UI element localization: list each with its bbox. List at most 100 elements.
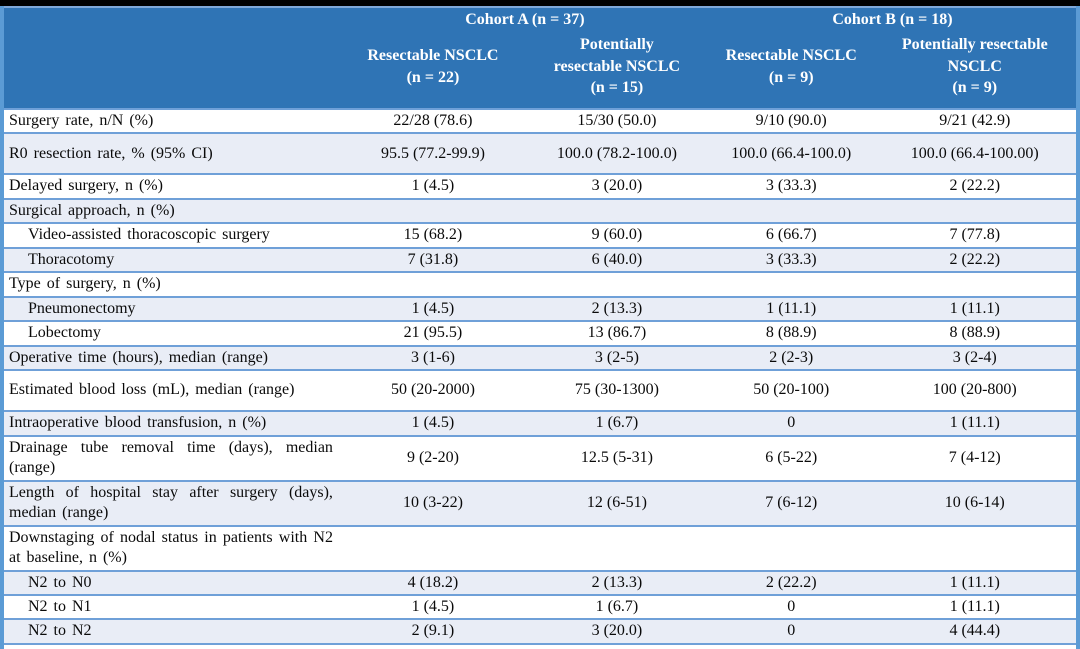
row-label: Surgery rate, n/N (%) <box>2 107 341 134</box>
column-header-resectable-a: Resectable NSCLC (n = 22) <box>340 33 525 109</box>
cohort-header-row: Cohort A (n = 37) Cohort B (n = 18) <box>2 7 1078 109</box>
value-cell: 0 <box>708 618 874 644</box>
value-cell: 3 (2-4) <box>873 344 1078 371</box>
value-cell <box>708 197 874 224</box>
value-cell: 2 (9.1) <box>340 618 525 644</box>
table-row: R0 resection rate, % (95% CI) 95.5 (77.2-… <box>2 132 1078 175</box>
value-cell: 4 (18.2) <box>340 569 525 595</box>
value-cell: 10 (6-14) <box>873 479 1078 526</box>
value-cell: 1 (6.7) <box>524 593 709 620</box>
row-label: Surgical approach, n (%) <box>2 197 341 224</box>
table-row: Downstaging of nodal status in patients … <box>2 524 1078 571</box>
table-row: Length of hospital stay after surgery (d… <box>2 479 1078 526</box>
value-cell: 2 (2-3) <box>708 344 874 371</box>
value-cell: 3 (2-5) <box>524 344 709 371</box>
value-cell <box>873 524 1078 571</box>
value-cell: 12.5 (5-31) <box>524 434 709 481</box>
table-row: Lobectomy 21 (95.5) 13 (86.7) 8 (88.9) 8 (88… <box>2 320 1078 346</box>
table-row: Pneumonectomy 1 (4.5) 2 (13.3) 1 (11.1) 1 (1… <box>2 295 1078 322</box>
value-cell: 1 (11.1) <box>873 593 1078 620</box>
table-row: Delayed surgery, n (%) 1 (4.5) 3 (20.0) 3 (… <box>2 173 1078 199</box>
column-header-potentially-resectable-a: Potentially resectable NSCLC (n = 15) <box>524 33 709 109</box>
value-cell: 1 (4.5) <box>340 410 525 436</box>
column-header-row: Resectable NSCLC (n = 22) Potentially re… <box>2 33 1078 109</box>
value-cell <box>873 271 1078 297</box>
value-cell: 9 (2-20) <box>340 434 525 481</box>
value-cell: 1 (4.5) <box>340 593 525 620</box>
value-cell: 2 (13.3) <box>524 295 709 322</box>
row-label: Downstaging of nodal status in patients … <box>2 524 341 571</box>
value-cell: 2 (22.2) <box>708 569 874 595</box>
table-row: Surgical complications, n (%)1 (4.5)3 (2… <box>2 642 1078 649</box>
value-cell: 8 (88.9) <box>873 320 1078 346</box>
table-row: Video-assisted thoracoscopic surgery 15 (… <box>2 222 1078 248</box>
table-row: Intraoperative blood transfusion, n (%) 1… <box>2 410 1078 436</box>
value-cell: 22/28 (78.6) <box>340 107 525 134</box>
row-label: N2 to N2 <box>2 618 341 644</box>
row-label: N2 to N0 <box>2 569 341 595</box>
value-cell: 0 <box>708 410 874 436</box>
value-cell: 4 (44.4) <box>873 618 1078 644</box>
table-row: Operative time (hours), median (range) 3 … <box>2 344 1078 371</box>
value-cell <box>524 271 709 297</box>
row-label: Estimated blood loss (mL), median (range… <box>2 369 341 412</box>
value-cell: 95.5 (77.2-99.9) <box>340 132 525 175</box>
value-cell: 7 (77.8) <box>873 222 1078 248</box>
value-cell <box>340 524 525 571</box>
table-row: N2 to N0 4 (18.2) 2 (13.3) 2 (22.2) 1 (11.1) <box>2 569 1078 595</box>
row-label: N2 to N1 <box>2 593 341 620</box>
value-cell: 6 (40.0) <box>524 246 709 273</box>
row-label: Thoracotomy <box>2 246 341 273</box>
value-cell <box>340 271 525 297</box>
value-cell <box>708 271 874 297</box>
value-cell: 0 <box>708 593 874 620</box>
row-label-header <box>2 7 341 109</box>
value-cell: 3 (33.3) <box>708 246 874 273</box>
row-label: Pneumonectomy <box>2 295 341 322</box>
value-cell <box>873 197 1078 224</box>
value-cell: 13 (86.7) <box>524 320 709 346</box>
row-label: Operative time (hours), median (range) <box>2 344 341 371</box>
table-row: Drainage tube removal time (days), media… <box>2 434 1078 481</box>
cohort-a-header: Cohort A (n = 37) <box>340 7 709 33</box>
value-cell <box>524 524 709 571</box>
value-cell <box>524 197 709 224</box>
value-cell: 7 (6-12) <box>708 479 874 526</box>
value-cell: 1 (11.1) <box>873 295 1078 322</box>
table-row: Type of surgery, n (%) <box>2 271 1078 297</box>
value-cell: 2 (13.3) <box>524 569 709 595</box>
table-row: Thoracotomy 7 (31.8) 6 (40.0) 3 (33.3) 2 (22… <box>2 246 1078 273</box>
value-cell: 50 (20-2000) <box>340 369 525 412</box>
value-cell: 100.0 (66.4-100.0) <box>708 132 874 175</box>
value-cell: 12 (6-51) <box>524 479 709 526</box>
value-cell: 100 (20-800) <box>873 369 1078 412</box>
value-cell: 1 (4.5) <box>340 295 525 322</box>
value-cell: 1 (4.5) <box>340 173 525 199</box>
table-body: Surgery rate, n/N (%) 22/28 (78.6) 15/30 (… <box>2 107 1078 649</box>
row-label: Drainage tube removal time (days), media… <box>2 434 341 481</box>
column-header-potentially-resectable-b: Potentially resectable NSCLC (n = 9) <box>873 33 1078 109</box>
value-cell: 1 (6.7) <box>524 410 709 436</box>
value-cell: 1 (4.5) <box>340 642 525 649</box>
value-cell <box>340 197 525 224</box>
row-label: Type of surgery, n (%) <box>2 271 341 297</box>
row-label: Intraoperative blood transfusion, n (%) <box>2 410 341 436</box>
value-cell: 0 <box>708 642 874 649</box>
value-cell: 7 (31.8) <box>340 246 525 273</box>
value-cell: 3 (20.0) <box>524 618 709 644</box>
value-cell: 15/30 (50.0) <box>524 107 709 134</box>
value-cell: 10 (3-22) <box>340 479 525 526</box>
value-cell: 3 (20.0) <box>524 642 709 649</box>
table-row: Surgical approach, n (%) <box>2 197 1078 224</box>
value-cell: 0 <box>873 642 1078 649</box>
column-header-resectable-b: Resectable NSCLC (n = 9) <box>708 33 874 109</box>
value-cell: 1 (11.1) <box>708 295 874 322</box>
row-label: Lobectomy <box>2 320 341 346</box>
value-cell: 15 (68.2) <box>340 222 525 248</box>
value-cell: 3 (33.3) <box>708 173 874 199</box>
value-cell: 50 (20-100) <box>708 369 874 412</box>
value-cell: 3 (1-6) <box>340 344 525 371</box>
value-cell: 6 (5-22) <box>708 434 874 481</box>
row-label: Delayed surgery, n (%) <box>2 173 341 199</box>
